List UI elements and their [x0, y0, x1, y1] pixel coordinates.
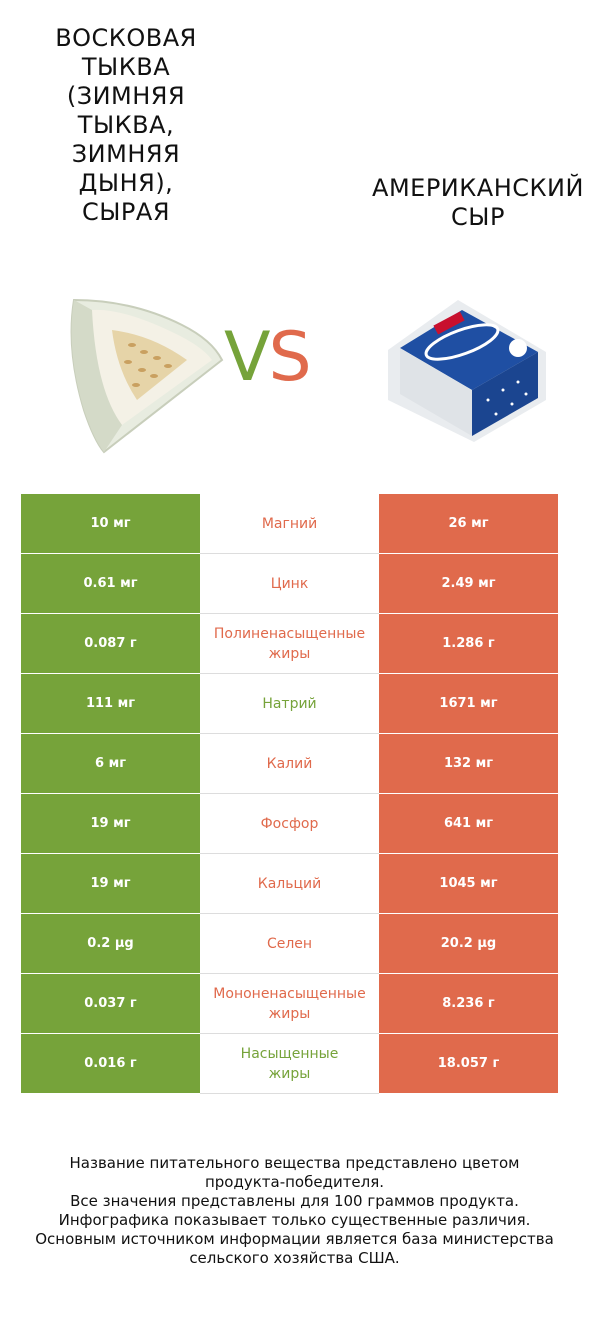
table-row: 19 мг Кальций 1045 мг	[21, 854, 558, 914]
left-value: 10 мг	[21, 494, 200, 554]
table-row: 111 мг Натрий 1671 мг	[21, 674, 558, 734]
right-value: 641 мг	[379, 794, 558, 854]
table-row: 6 мг Калий 132 мг	[21, 734, 558, 794]
wax-gourd-image	[70, 298, 224, 454]
left-value: 111 мг	[21, 674, 200, 734]
left-value: 0.2 µg	[21, 914, 200, 974]
nutrient-name: Селен	[200, 914, 379, 974]
left-value: 0.087 г	[21, 614, 200, 674]
right-value: 8.236 г	[379, 974, 558, 1034]
right-value: 18.057 г	[379, 1034, 558, 1094]
left-food-title: Восковая тыква (Зимняя тыква, Зимняя дын…	[55, 24, 197, 226]
right-value: 1671 мг	[379, 674, 558, 734]
nutrient-name: Полиненасыщенные жиры	[200, 614, 379, 674]
table-row: 0.61 мг Цинк 2.49 мг	[21, 554, 558, 614]
left-value: 6 мг	[21, 734, 200, 794]
nutrient-name: Насыщенные жиры	[200, 1034, 379, 1094]
vs-label: VS	[224, 318, 312, 397]
nutrient-name: Кальций	[200, 854, 379, 914]
nutrient-name: Натрий	[200, 674, 379, 734]
right-value: 1.286 г	[379, 614, 558, 674]
american-cheese-image	[388, 300, 546, 442]
nutrient-name: Калий	[200, 734, 379, 794]
nutrient-name: Цинк	[200, 554, 379, 614]
left-value: 0.037 г	[21, 974, 200, 1034]
table-row: 19 мг Фосфор 641 мг	[21, 794, 558, 854]
table-row: 10 мг Магний 26 мг	[21, 494, 558, 554]
table-row: 0.037 г Мононенасыщенные жиры 8.236 г	[21, 974, 558, 1034]
left-value: 0.016 г	[21, 1034, 200, 1094]
right-value: 132 мг	[379, 734, 558, 794]
nutrient-name: Мононенасыщенные жиры	[200, 974, 379, 1034]
right-value: 26 мг	[379, 494, 558, 554]
table-row: 0.2 µg Селен 20.2 µg	[21, 914, 558, 974]
nutrient-name: Фосфор	[200, 794, 379, 854]
right-food-title: Американский сыр	[372, 174, 584, 231]
nutrient-comparison-table: 10 мг Магний 26 мг 0.61 мг Цинк 2.49 мг 0.087 …	[21, 494, 558, 1094]
left-value: 0.61 мг	[21, 554, 200, 614]
right-value: 2.49 мг	[379, 554, 558, 614]
footer-note: Название питательного вещества представл…	[35, 1154, 554, 1267]
right-value: 1045 мг	[379, 854, 558, 914]
nutrient-name: Магний	[200, 494, 379, 554]
left-value: 19 мг	[21, 854, 200, 914]
right-value: 20.2 µg	[379, 914, 558, 974]
left-value: 19 мг	[21, 794, 200, 854]
table-row: 0.087 г Полиненасыщенные жиры 1.286 г	[21, 614, 558, 674]
table-row: 0.016 г Насыщенные жиры 18.057 г	[21, 1034, 558, 1094]
